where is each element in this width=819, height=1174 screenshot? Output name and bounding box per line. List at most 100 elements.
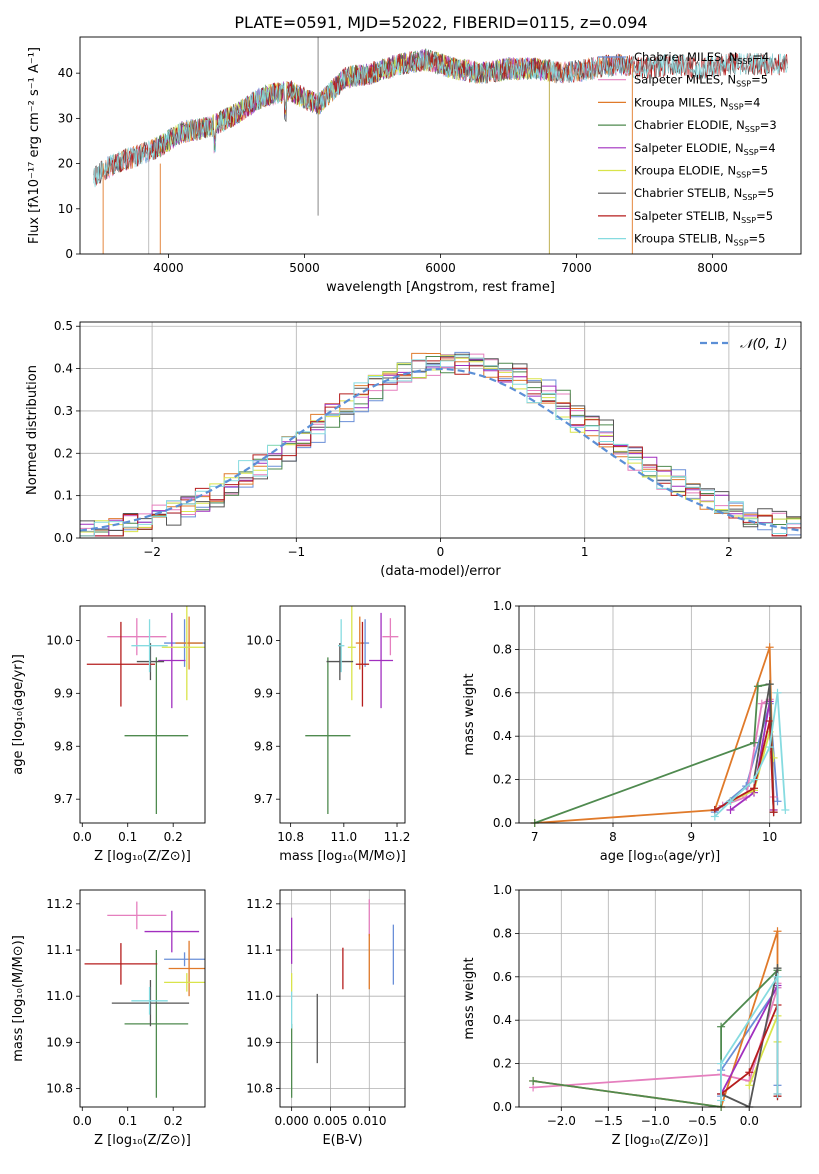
data-point-errorbar <box>168 940 205 997</box>
x-tick-label: 8 <box>609 830 617 844</box>
mass-weight-series-line <box>720 973 779 1101</box>
legend-entry: Chabrier ELODIE, NSSP=3 <box>634 118 777 134</box>
x-axis-label: wavelength [Angstrom, rest frame] <box>326 280 555 295</box>
data-marker <box>773 964 782 973</box>
data-point-errorbar <box>164 973 205 992</box>
data-point-errorbar <box>382 618 399 656</box>
legend-entry: Chabrier MILES, NSSP=4 <box>634 50 769 66</box>
data-point-errorbar <box>86 621 155 707</box>
y-tick-label: 0.4 <box>54 362 73 376</box>
data-point-errorbar <box>131 619 168 673</box>
data-point-errorbar <box>107 618 167 656</box>
data-point-errorbar <box>107 901 167 930</box>
legend-entry: Salpeter STELIB, NSSP=5 <box>634 209 773 225</box>
data-marker <box>757 699 766 708</box>
data-marker <box>773 972 782 981</box>
figure-title: PLATE=0591, MJD=52022, FIBERID=0115, z=0… <box>234 13 647 32</box>
residual-histogram <box>80 357 801 537</box>
data-marker <box>773 927 782 936</box>
y-tick-label: 10.0 <box>246 633 273 647</box>
x-tick-label: 10 <box>762 830 777 844</box>
spectrum-series-line <box>93 48 788 188</box>
axes-frame <box>279 605 406 824</box>
y-axis-label: mass weight <box>462 673 477 755</box>
y-tick-label: 0.8 <box>493 926 512 940</box>
data-marker <box>773 797 782 806</box>
y-tick-label: 10.9 <box>246 1035 273 1049</box>
data-point-errorbar <box>144 910 200 953</box>
data-marker <box>753 682 762 691</box>
data-point-errorbar <box>161 606 205 701</box>
data-marker <box>750 738 758 747</box>
y-tick-label: 0 <box>65 247 73 261</box>
x-tick-label: 11.2 <box>384 830 411 844</box>
residuals-panel: −2 −1 0 1 2 0.0 0.1 0.2 0.3 0.4 0.5 (data-model)/er… <box>25 319 802 579</box>
mass_weight_vs_age-panel: 7 8 9 10 0.0 0.2 0.4 0.6 0.8 1.0 age [log₁₀(age/yr… <box>462 599 802 864</box>
data-marker <box>726 805 735 814</box>
y-tick-label: 10 <box>58 202 73 216</box>
y-tick-label: 10.8 <box>46 1082 73 1096</box>
y-tick-label: 9.8 <box>254 739 273 753</box>
legend-entry: Kroupa STELIB, NSSP=5 <box>634 232 765 248</box>
y-tick-label: 9.7 <box>54 792 73 806</box>
data-marker <box>717 1096 726 1105</box>
data-point-errorbar <box>158 612 186 709</box>
y-axis-label: Normed distribution <box>25 365 40 495</box>
legend-entry: Kroupa MILES, NSSP=4 <box>634 95 760 111</box>
mass_vs_ebv-panel: 0.000 0.005 0.010 10.8 10.9 11.0 11.1 11.2 E(B-V… <box>246 889 406 1148</box>
data-marker <box>781 805 790 814</box>
x-tick-label: −1.5 <box>594 1114 623 1128</box>
axes-frame <box>518 605 802 824</box>
spectrum-panel: 4000 5000 6000 7000 8000 0 10 20 30 40 wavelength … <box>27 36 802 295</box>
x-axis-label: (data-model)/error <box>380 564 501 579</box>
x-tick-label: 9 <box>688 830 696 844</box>
data-marker <box>765 643 774 652</box>
spectrum-series-line <box>93 49 788 186</box>
mass-weight-series-line <box>714 720 775 813</box>
legend-entry: 𝒩(0, 1) <box>740 337 787 352</box>
x-tick-label: 10.8 <box>277 830 304 844</box>
data-point-errorbar <box>369 612 394 709</box>
residual-histogram <box>80 355 801 537</box>
data-marker <box>717 1022 726 1031</box>
data-marker <box>765 680 774 689</box>
y-tick-label: 40 <box>58 66 73 80</box>
data-point-errorbar <box>124 950 189 1098</box>
data-marker <box>773 1089 782 1098</box>
y-tick-label: 1.0 <box>493 883 512 897</box>
x-tick-label: 2 <box>725 545 733 559</box>
legend-entry: Salpeter MILES, NSSP=5 <box>634 73 768 89</box>
y-tick-label: 9.9 <box>254 686 273 700</box>
data-marker <box>745 1068 754 1077</box>
axes-frame <box>79 36 802 255</box>
data-point-errorbar <box>305 657 351 815</box>
data-point-errorbar <box>124 657 189 815</box>
x-tick-label: 6000 <box>425 261 456 275</box>
x-axis-label: Z [log₁₀(Z/Z⊙)] <box>612 1133 709 1148</box>
y-tick-label: 0.0 <box>54 531 73 545</box>
data-point-errorbar <box>326 643 354 681</box>
y-tick-label: 0.2 <box>493 773 512 787</box>
x-tick-label: 0.0 <box>73 1114 92 1128</box>
data-point-errorbar <box>111 980 190 1027</box>
axes-frame <box>79 321 802 539</box>
x-tick-label: −2 <box>143 545 161 559</box>
x-tick-label: 0 <box>437 545 445 559</box>
x-axis-label: Z [log₁₀(Z/Z⊙)] <box>94 849 191 864</box>
data-marker <box>750 775 758 784</box>
legend-entry: Salpeter ELODIE, NSSP=4 <box>634 141 776 157</box>
data-point-errorbar <box>131 986 168 1015</box>
x-tick-label: −1.0 <box>641 1114 670 1128</box>
y-tick-label: 1.0 <box>493 599 512 613</box>
age_vs_mass-panel: 10.8 11.0 11.2 9.7 9.8 9.9 10.0 mass [log₁₀(M/M… <box>246 605 411 864</box>
legend-entry: Chabrier STELIB, NSSP=5 <box>634 186 774 202</box>
data-marker <box>710 812 719 821</box>
mass-weight-series-line <box>714 692 787 818</box>
axes-frame <box>518 889 802 1108</box>
y-tick-label: 0.8 <box>493 642 512 656</box>
y-tick-label: 0.6 <box>493 686 512 700</box>
y-tick-label: 9.8 <box>54 739 73 753</box>
mass_weight_vs_Z-panel: −2.0 −1.5 −1.0 −0.5 0.0 0.0 0.2 0.4 0.6 0.8 1.0 Z [… <box>462 883 802 1148</box>
x-tick-label: −2.0 <box>547 1114 576 1128</box>
